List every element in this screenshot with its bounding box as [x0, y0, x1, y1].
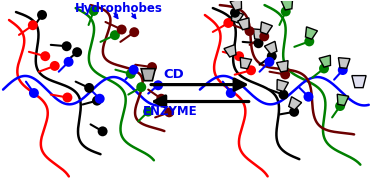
Circle shape [28, 20, 38, 30]
Circle shape [244, 26, 255, 36]
Circle shape [72, 47, 82, 57]
Polygon shape [352, 76, 366, 88]
Circle shape [29, 88, 39, 98]
Circle shape [117, 25, 127, 35]
Polygon shape [277, 80, 288, 91]
Polygon shape [337, 94, 349, 105]
Polygon shape [238, 18, 249, 30]
Circle shape [246, 65, 256, 75]
Polygon shape [265, 41, 277, 54]
Polygon shape [253, 29, 265, 40]
Polygon shape [230, 0, 242, 10]
Polygon shape [232, 10, 243, 23]
Circle shape [234, 51, 244, 61]
Polygon shape [141, 69, 155, 81]
Polygon shape [260, 22, 272, 34]
Polygon shape [224, 45, 236, 57]
Circle shape [63, 57, 73, 67]
Circle shape [89, 6, 99, 16]
Circle shape [253, 38, 263, 48]
Circle shape [335, 101, 345, 111]
Polygon shape [338, 58, 350, 68]
Circle shape [289, 107, 299, 117]
Polygon shape [305, 27, 318, 39]
Circle shape [230, 8, 240, 18]
Circle shape [223, 18, 233, 28]
Circle shape [95, 94, 105, 104]
Circle shape [40, 51, 50, 61]
Circle shape [129, 27, 139, 37]
Circle shape [92, 96, 102, 106]
Text: CD: CD [163, 68, 184, 81]
Circle shape [303, 92, 313, 102]
Circle shape [50, 61, 60, 71]
Circle shape [129, 65, 139, 75]
Circle shape [62, 93, 72, 102]
Circle shape [319, 64, 329, 74]
Circle shape [110, 30, 120, 40]
Circle shape [304, 36, 314, 46]
Text: ENZYME: ENZYME [143, 105, 197, 118]
Polygon shape [319, 55, 331, 67]
Polygon shape [240, 57, 252, 69]
Circle shape [143, 107, 153, 117]
Circle shape [156, 94, 166, 104]
Circle shape [98, 126, 108, 136]
Circle shape [226, 88, 236, 98]
Polygon shape [281, 0, 293, 10]
Circle shape [265, 57, 275, 67]
Circle shape [281, 6, 291, 16]
Circle shape [280, 70, 290, 79]
Circle shape [279, 90, 289, 100]
Circle shape [37, 10, 47, 20]
Circle shape [259, 31, 269, 41]
Text: Hydrophobes: Hydrophobes [75, 2, 162, 15]
Polygon shape [277, 61, 288, 72]
Polygon shape [289, 97, 302, 110]
Circle shape [62, 41, 72, 51]
Circle shape [147, 62, 157, 72]
Circle shape [153, 80, 163, 90]
Circle shape [338, 65, 348, 75]
Circle shape [267, 51, 277, 61]
Circle shape [84, 83, 94, 93]
Circle shape [136, 82, 146, 92]
Circle shape [164, 107, 174, 117]
Circle shape [126, 69, 136, 79]
